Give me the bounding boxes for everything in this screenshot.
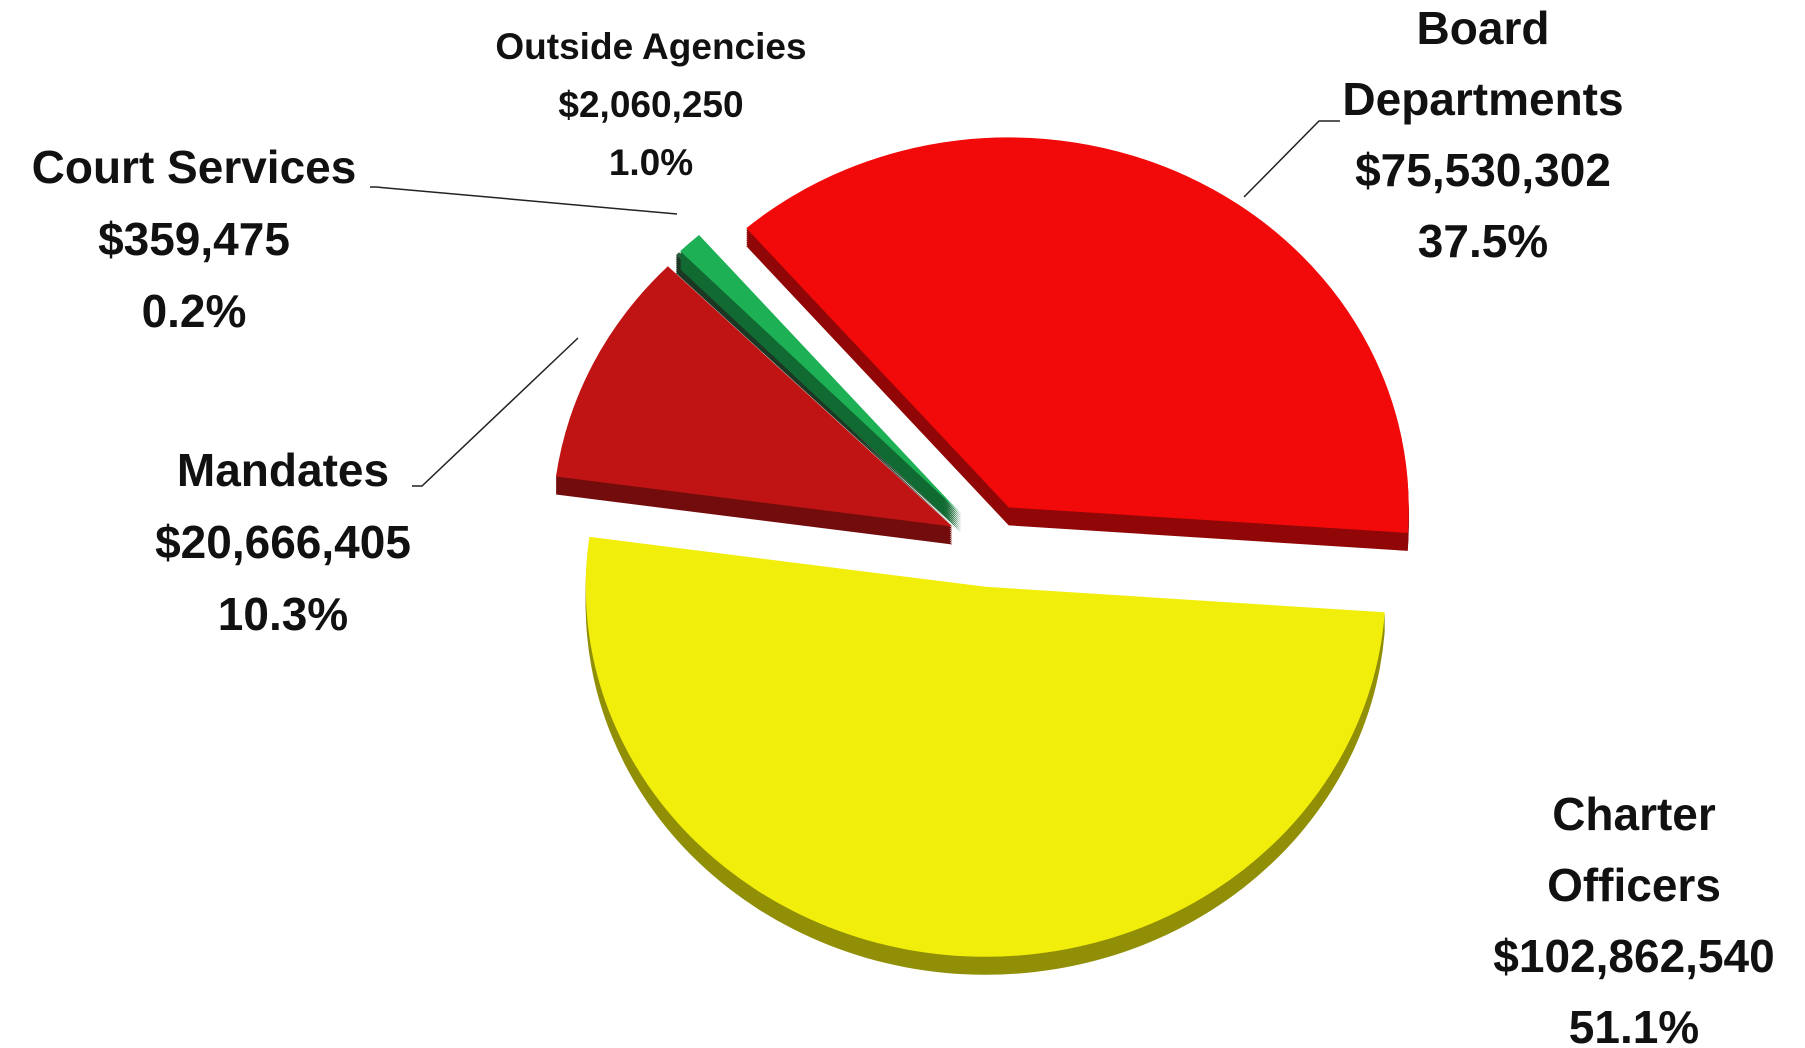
pie [555,137,1409,975]
slice-label: Charter [1552,788,1716,840]
percentage-label: 0.2% [142,285,247,337]
percentage-label: 1.0% [609,142,693,183]
value-label: $20,666,405 [155,516,411,568]
slice-label: Departments [1342,73,1623,125]
slice-label: Mandates [177,444,389,496]
leader-line [412,337,579,487]
leader-line [1243,120,1340,198]
value-label: $2,060,250 [558,84,743,125]
slice-label: Officers [1547,859,1721,911]
percentage-label: 51.1% [1569,1001,1699,1048]
slice-label: Board [1417,2,1550,54]
labels: Board Departments $75,530,302 37.5% Charter O… [32,2,1775,1048]
value-label: $75,530,302 [1355,144,1611,196]
leader-line [370,186,678,215]
percentage-label: 10.3% [218,588,348,640]
slice [680,234,962,515]
slice [746,137,1409,533]
value-label: $359,475 [98,213,290,265]
slice [555,266,953,527]
value-label: $102,862,540 [1493,930,1774,982]
slice [585,536,1385,957]
slice-label: Outside Agencies [495,26,806,67]
percentage-label: 37.5% [1418,215,1548,267]
slice-label: Court Services [32,141,357,193]
